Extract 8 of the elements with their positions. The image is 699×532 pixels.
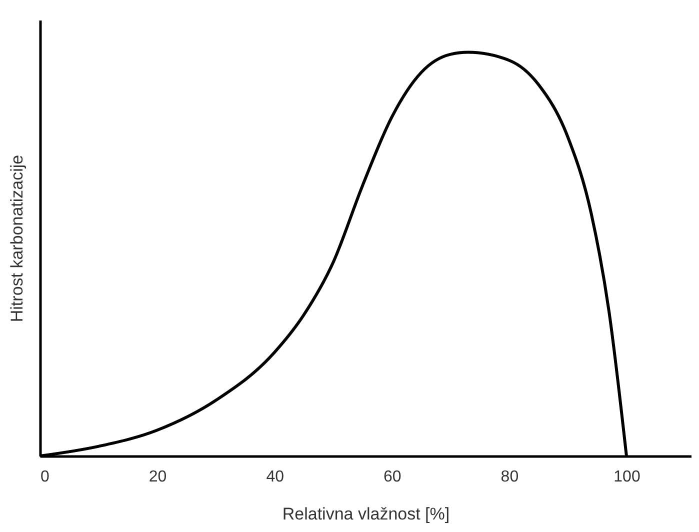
x-tick-label: 20 <box>148 468 167 486</box>
x-tick-label: 0 <box>40 468 50 486</box>
x-tick-label: 80 <box>500 468 519 486</box>
x-tick-label: 60 <box>383 468 402 486</box>
x-tick-label: 40 <box>266 468 284 486</box>
x-axis-title: Relativna vlažnost [%] <box>282 504 450 524</box>
y-axis-title: Hitrost karbonatizacije <box>8 154 26 322</box>
x-tick-label: 100 <box>614 468 640 486</box>
